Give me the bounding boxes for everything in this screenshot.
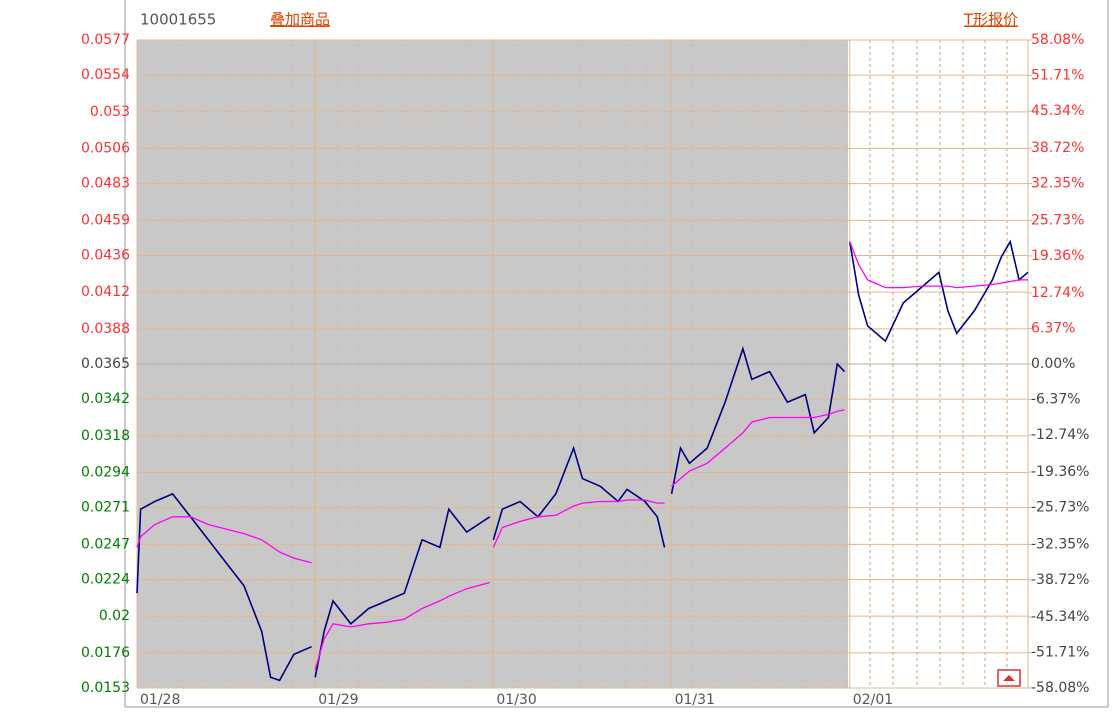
y2-tick-label: -58.08%: [1031, 680, 1089, 696]
y2-tick-label: 25.73%: [1031, 212, 1084, 228]
y2-tick-label: 0.00%: [1031, 356, 1075, 372]
y-tick-label: 0.02: [99, 608, 130, 624]
y2-tick-label: 12.74%: [1031, 285, 1084, 301]
y-tick-label: 0.0483: [81, 176, 130, 192]
y2-tick-label: -6.37%: [1031, 392, 1081, 408]
y2-tick-label: -38.72%: [1031, 572, 1089, 588]
y-tick-label: 0.0388: [81, 321, 130, 337]
y2-tick-label: 6.37%: [1031, 320, 1075, 336]
x-tick-label: 01/30: [496, 692, 536, 708]
y-tick-label: 0.0247: [81, 536, 130, 552]
y-tick-label: 0.0318: [81, 428, 130, 444]
quote-link[interactable]: T形报价: [963, 11, 1018, 29]
x-tick-label: 01/31: [675, 692, 715, 708]
series-line: [136, 241, 1028, 670]
y-tick-label: 0.0577: [81, 32, 130, 48]
y2-tick-label: -25.73%: [1031, 500, 1089, 516]
y2-tick-label: 51.71%: [1031, 68, 1084, 84]
y2-tick-label: -12.74%: [1031, 427, 1089, 443]
y2-tick-label: 32.35%: [1031, 176, 1084, 192]
y2-tick-label: 19.36%: [1031, 248, 1084, 264]
y2-tick-label: 38.72%: [1031, 140, 1084, 156]
code: 10001655: [140, 11, 216, 29]
y-tick-label: 0.0412: [81, 284, 130, 300]
x-tick-label: 01/29: [318, 692, 358, 708]
y-tick-label: 0.0224: [81, 571, 130, 587]
y-tick-label: 0.053: [90, 104, 130, 120]
y2-tick-label: -19.36%: [1031, 464, 1089, 480]
x-tick-label: 02/01: [853, 692, 893, 708]
y-tick-label: 0.0365: [81, 356, 130, 372]
series-line: [136, 239, 1029, 682]
y-tick-label: 0.0554: [81, 67, 130, 83]
y-tick-label: 0.0436: [81, 247, 130, 263]
y2-tick-label: 45.34%: [1031, 103, 1084, 119]
y2-tick-label: -51.71%: [1031, 644, 1089, 660]
y-tick-label: 0.0342: [81, 391, 130, 407]
y2-tick-label: 58.08%: [1031, 32, 1084, 48]
y-tick-label: 0.0271: [81, 500, 130, 516]
grid: [136, 39, 1029, 689]
y-tick-label: 0.0459: [81, 212, 130, 228]
y-tick-label: 0.0294: [81, 465, 130, 481]
y-tick-label: 0.0506: [81, 141, 130, 157]
y-tick-label: 0.0176: [81, 645, 130, 661]
x-tick-label: 01/28: [140, 692, 180, 708]
y2-tick-label: -45.34%: [1031, 609, 1089, 625]
scroll-icon: [1003, 675, 1015, 681]
y2-tick-label: -32.35%: [1031, 536, 1089, 552]
y-tick-label: 0.0153: [81, 680, 130, 696]
overlay-link[interactable]: 叠加商品: [270, 11, 330, 29]
